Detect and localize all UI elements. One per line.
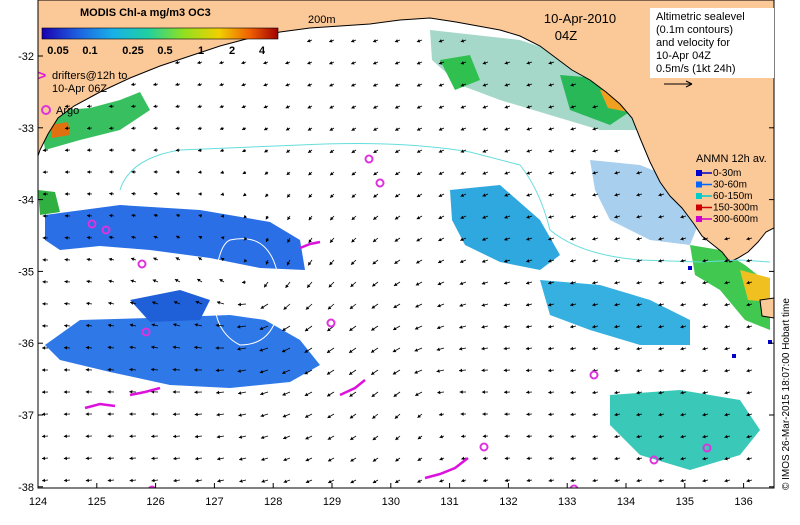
colorbar-tick-label: 0.25 (122, 45, 143, 57)
drifter-legend-symbol: > (38, 67, 46, 83)
x-tick-label: 132 (499, 496, 517, 508)
anmn-legend-swatch (696, 216, 702, 222)
drifter-legend-line2: 10-Apr 06Z (52, 83, 107, 95)
altimetry-line: and velocity for (656, 37, 730, 49)
altimetry-legend: Altimetric sealevel (0.1m contours) and … (650, 8, 774, 87)
anmn-legend-label: 300-600m (713, 214, 758, 225)
credit-text: © IMOS 26-Mar-2015 18:07:00 Hobart time (781, 298, 792, 490)
colorbar-title: MODIS Chl-a mg/m3 OC3 (80, 7, 211, 19)
date-line1: 10-Apr-2010 (544, 11, 616, 26)
isobath-label: 200m (308, 14, 336, 26)
colorbar-tick-label: 0.1 (82, 45, 97, 57)
colorbar-tick-label: 2 (229, 45, 235, 57)
y-tick-label: -33 (18, 123, 34, 135)
colorbar-gradient (42, 28, 278, 39)
x-tick-label: 129 (323, 496, 341, 508)
date-line2: 04Z (555, 28, 577, 43)
anmn-legend-label: 30-60m (713, 180, 747, 191)
altimetry-line: 10-Apr 04Z (656, 50, 711, 62)
land-islet (760, 298, 774, 318)
x-tick-label: 134 (617, 496, 635, 508)
x-tick-label: 126 (146, 496, 164, 508)
altimetry-line: (0.1m contours) (656, 24, 733, 36)
drifter-legend-line1: drifters@12h to (52, 70, 127, 82)
y-tick-label: -36 (18, 338, 34, 350)
x-tick-label: 128 (264, 496, 282, 508)
y-tick-label: -34 (18, 195, 34, 207)
x-tick-label: 135 (676, 496, 694, 508)
colorbar-tick-label: 0.05 (47, 45, 68, 57)
anmn-legend-swatch (696, 182, 702, 188)
altimetry-line: Altimetric sealevel (656, 11, 745, 23)
anmn-legend-swatch (696, 205, 702, 211)
x-tick-label: 130 (382, 496, 400, 508)
mooring-marker (688, 266, 692, 270)
mooring-marker (732, 354, 736, 358)
y-tick-label: -38 (18, 482, 34, 494)
anmn-legend-label: 150-300m (713, 203, 758, 214)
x-tick-label: 131 (440, 496, 458, 508)
colorbar-tick-label: 4 (259, 45, 266, 57)
colorbar-tick-label: 0.5 (157, 45, 172, 57)
anmn-legend-title: ANMN 12h av. (696, 153, 767, 165)
x-tick-label: 125 (88, 496, 106, 508)
y-tick-label: -35 (18, 266, 34, 278)
argo-legend-label: Argo (56, 105, 79, 117)
colorbar-tick-label: 1 (198, 45, 204, 57)
y-tick-label: -32 (18, 51, 34, 63)
y-tick-label: -37 (18, 410, 34, 422)
anmn-legend-label: 0-30m (713, 168, 741, 179)
x-tick-label: 133 (558, 496, 576, 508)
x-tick-label: 127 (205, 496, 223, 508)
x-tick-label: 136 (734, 496, 752, 508)
anmn-legend-swatch (696, 170, 702, 176)
altimetry-line: 0.5m/s (1kt 24h) (656, 63, 735, 75)
x-tick-label: 124 (29, 496, 47, 508)
anmn-legend-swatch (696, 193, 702, 199)
anmn-legend-label: 60-150m (713, 191, 752, 202)
